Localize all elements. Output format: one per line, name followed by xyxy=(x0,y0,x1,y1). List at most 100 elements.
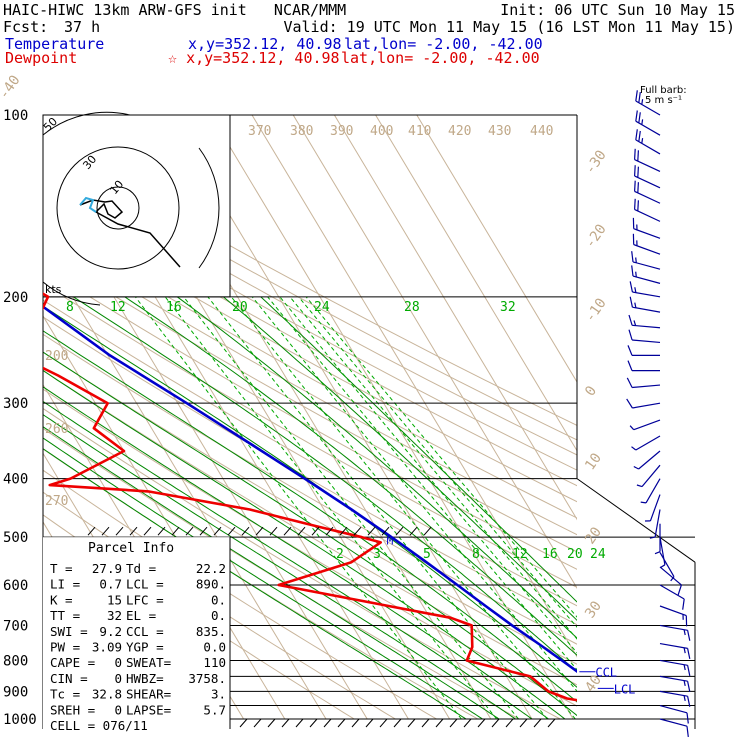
wind-barb-shaft xyxy=(632,261,661,270)
wind-barb-flag xyxy=(628,314,633,326)
mixing-ratio-label: 12 xyxy=(512,547,528,562)
wind-barb-shaft xyxy=(638,450,661,470)
wind-barb-shaft xyxy=(634,190,661,204)
wind-barb-flag xyxy=(670,576,675,582)
parcel-info-cell: PW = xyxy=(50,640,80,655)
wind-barb-shaft xyxy=(632,306,661,313)
wind-barb-flag xyxy=(629,281,633,293)
wind-barb-flag xyxy=(629,425,635,431)
parcel-info-cell: 0 xyxy=(114,702,122,717)
parcel-info-cell: 110 xyxy=(203,655,226,670)
hatch-mark xyxy=(311,526,320,536)
wind-barb-flag xyxy=(634,198,636,210)
dry-adiabat-line xyxy=(43,150,577,441)
wind-barb-flag xyxy=(654,551,661,555)
hatch-mark xyxy=(255,526,264,536)
isotherm-label: -30 xyxy=(582,147,610,177)
wind-barb xyxy=(659,552,675,582)
wind-barb xyxy=(635,110,661,136)
wind-barb-shaft xyxy=(659,718,688,727)
theta-label: 420 xyxy=(448,124,471,139)
hatch-mark xyxy=(267,718,276,728)
hatch-mark xyxy=(87,526,96,536)
wind-barbs xyxy=(626,90,691,737)
moist-adiabat-line xyxy=(43,400,533,720)
wind-barb xyxy=(654,523,661,555)
wind-barb xyxy=(659,642,691,660)
wind-barb-flag xyxy=(634,165,636,177)
wind-barb xyxy=(631,251,661,270)
dry-adiabat-line xyxy=(43,282,577,588)
wind-barb xyxy=(634,198,661,222)
hatch-mark xyxy=(213,526,222,536)
wind-barb xyxy=(629,419,661,431)
wind-barb xyxy=(659,537,666,569)
parcel-info-cell: LI = xyxy=(50,577,80,592)
hatch-mark xyxy=(239,718,248,728)
wind-barb xyxy=(631,435,661,451)
theta-label: 200 xyxy=(45,349,68,364)
wind-barb-flag xyxy=(682,598,685,610)
wind-barb-flag xyxy=(626,398,633,409)
wind-barb-shaft xyxy=(659,552,675,578)
legend-dewpoint-xy-text: x,y=352.12, 40.98 xyxy=(186,49,340,67)
dry-adiabat-line xyxy=(43,206,577,503)
mixing-ratio-label: 16 xyxy=(166,300,182,315)
parcel-info-cell: K = xyxy=(50,592,73,607)
moist-adiabat-line xyxy=(43,448,467,720)
wind-barb-flag xyxy=(631,251,634,262)
star-icon: ☆ xyxy=(168,49,187,67)
theta-label: 440 xyxy=(530,124,553,139)
pressure-tick-label: 700 xyxy=(3,618,28,634)
wind-barb-shaft xyxy=(659,605,687,617)
wind-barb xyxy=(626,398,661,409)
hatch-mark xyxy=(409,526,418,536)
hatch-mark xyxy=(491,718,500,728)
hatch-mark xyxy=(547,718,556,728)
wind-barb-shaft xyxy=(632,275,661,284)
parcel-info-table: Parcel Info T = 27.9 Td = 22.2 LI = 0.7 LCL = 89… xyxy=(50,541,226,733)
wind-barb-flag xyxy=(687,665,691,677)
isotherm-label: 40 xyxy=(582,672,605,695)
isotherm-label: 10 xyxy=(582,450,605,473)
parcel-info-cell: 0.0 xyxy=(203,640,226,655)
wind-barb-shaft xyxy=(659,659,688,666)
wind-barb-shaft xyxy=(659,675,688,682)
mixing-ratio-label: 16 xyxy=(542,547,558,562)
isotherm-line xyxy=(375,115,577,452)
wind-barb-flag xyxy=(628,329,633,341)
wind-barb xyxy=(659,659,691,677)
wind-barb xyxy=(659,718,689,737)
hatch-mark xyxy=(435,718,444,728)
parcel-info-cell: SWEAT= xyxy=(126,655,171,670)
hodograph-trace-low xyxy=(79,196,97,213)
wind-barb-shaft xyxy=(633,419,661,431)
wind-barb-shaft xyxy=(635,100,661,116)
wind-barb xyxy=(659,690,691,707)
wind-barb-flag xyxy=(626,377,633,388)
hatch-mark xyxy=(533,718,542,728)
mixing-ratio-label: 24 xyxy=(590,547,606,562)
wind-barb-flag xyxy=(633,320,637,326)
parcel-info-cell: 22.2 xyxy=(196,561,226,576)
hatch-mark xyxy=(157,526,166,536)
wind-barb-flag xyxy=(683,629,686,636)
wind-barb-flag xyxy=(634,287,637,293)
wind-barb-flag xyxy=(683,680,686,687)
wind-barb xyxy=(632,217,661,239)
legend-temperature-label: Temperature xyxy=(5,35,105,53)
wind-barb xyxy=(659,566,682,596)
wind-barb xyxy=(627,360,661,372)
parcel-info-cell: 0 xyxy=(114,671,122,686)
wind-barb-shaft xyxy=(634,175,661,189)
wind-barb-flag xyxy=(637,200,639,212)
wind-barb-flag xyxy=(635,110,638,122)
wind-barb-shaft xyxy=(632,339,661,344)
parcel-info-cell: HWBZ= xyxy=(126,671,164,686)
parcel-info-cell: 0 xyxy=(114,655,122,670)
wind-barb xyxy=(627,345,661,356)
parcel-info-cell: SHEAR= xyxy=(126,687,171,702)
parcel-info-cell: 0. xyxy=(211,592,226,607)
parcel-info-cell: T = xyxy=(50,561,73,576)
hatch-mark xyxy=(463,718,472,728)
